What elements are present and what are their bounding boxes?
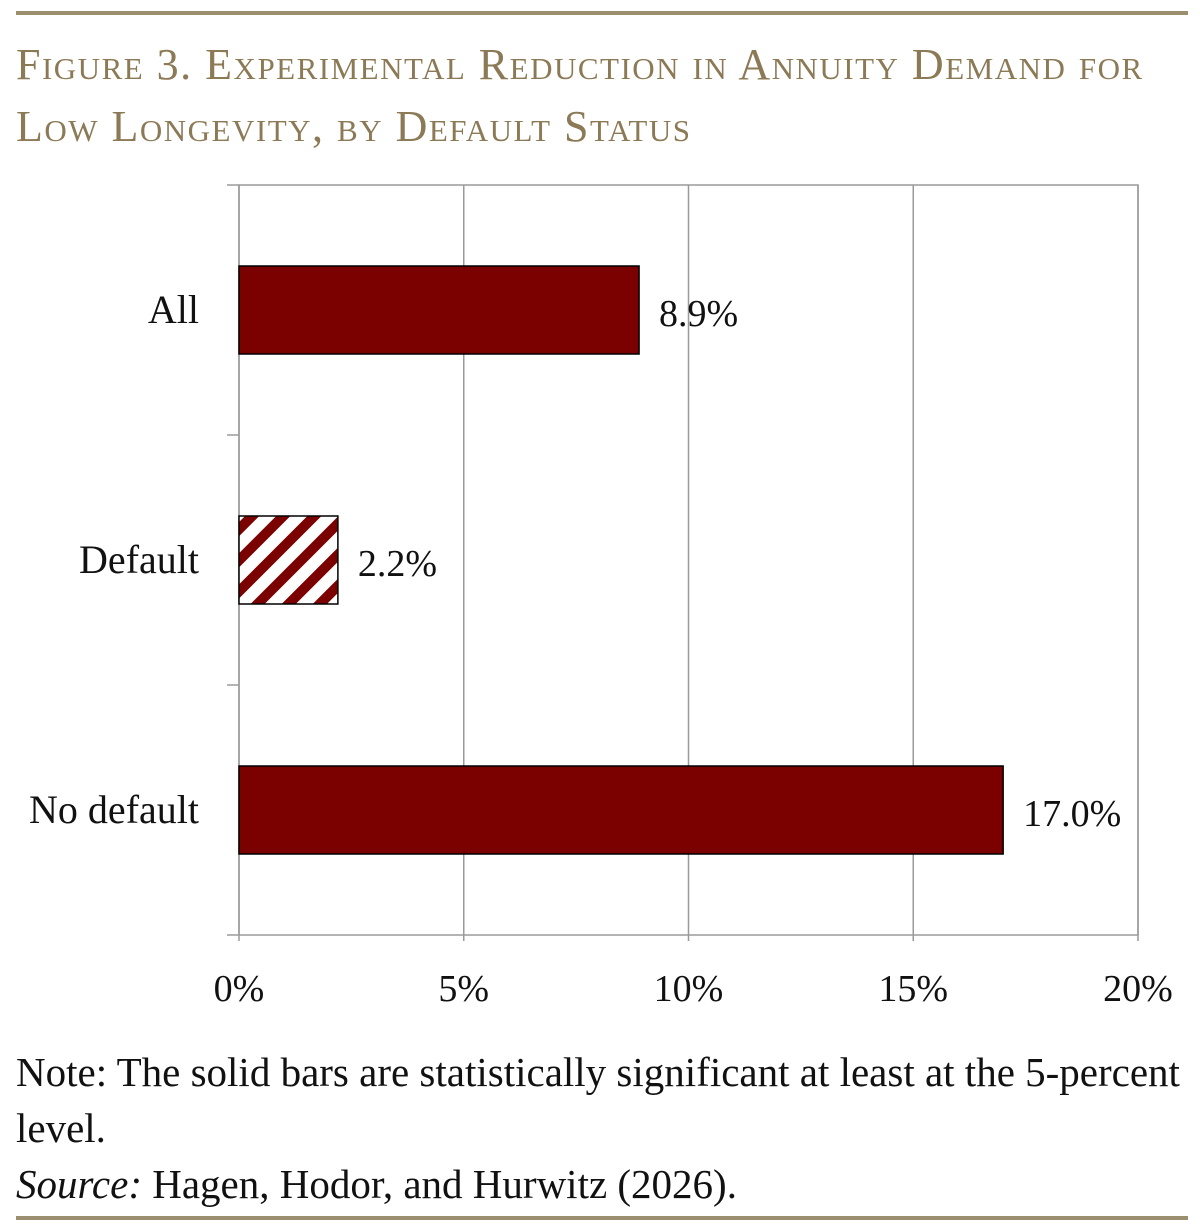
category-label: Default (79, 537, 199, 582)
bottom-rule (16, 1216, 1188, 1220)
bar-chart: 0% 5% 10% 15% 20% All 8.9% Default 2.2% No defaul… (29, 184, 1173, 1010)
category-label: All (148, 287, 199, 332)
bar-default (238, 515, 339, 605)
bar-all (238, 265, 640, 355)
x-tick-label: 0% (214, 968, 265, 1010)
figure-note: Note: The solid bars are statistically s… (16, 1044, 1196, 1212)
source-line: Source: Hagen, Hodor, and Hurwitz (2026)… (16, 1156, 1196, 1212)
data-label: 2.2% (358, 543, 437, 585)
data-label: 8.9% (659, 293, 738, 335)
category-label: No default (29, 787, 199, 832)
top-rule (16, 11, 1188, 15)
data-label: 17.0% (1023, 793, 1121, 835)
bar-no-default (238, 765, 1004, 855)
note-text: Note: The solid bars are statistically s… (16, 1049, 1180, 1151)
figure-title: Figure 3. Experimental Reduction in Annu… (16, 40, 1144, 151)
x-tick-label: 15% (878, 968, 948, 1010)
x-tick-label: 20% (1103, 968, 1173, 1010)
source-text: Hagen, Hodor, and Hurwitz (2026). (141, 1161, 737, 1207)
x-tick-label: 10% (654, 968, 724, 1010)
source-label: Source: (16, 1161, 142, 1207)
x-tick-label: 5% (438, 968, 489, 1010)
